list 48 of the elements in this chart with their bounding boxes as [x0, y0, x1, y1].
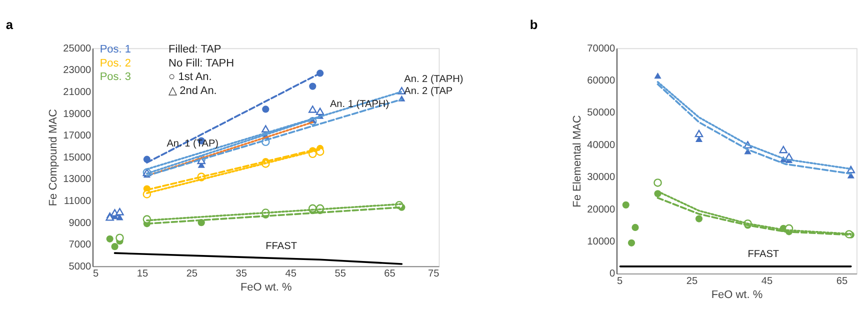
- x-tick-label: 45: [761, 276, 773, 288]
- x-axis-title: FeO wt. %: [711, 288, 763, 301]
- y-tick-label: 40000: [587, 140, 616, 151]
- x-tick-label: 25: [686, 276, 698, 288]
- annotation: Pos. 3: [100, 71, 131, 84]
- x-tick-label: 35: [236, 268, 248, 280]
- y-tick-label: 9000: [68, 218, 92, 229]
- x-tick-label: 65: [836, 276, 848, 288]
- annotation: An. 2 (TAP: [404, 86, 453, 98]
- y-tick-label: 21000: [63, 86, 92, 98]
- x-tick-label: 75: [428, 268, 440, 280]
- y-tick-label: 70000: [587, 43, 616, 54]
- x-tick-label: 65: [384, 268, 396, 280]
- x-tick-label: 25: [186, 268, 198, 280]
- annotation: Pos. 1: [100, 44, 131, 56]
- y-tick-label: 19000: [63, 108, 92, 120]
- y-tick-label: 7000: [68, 240, 92, 251]
- chart-title: b: [530, 16, 538, 32]
- x-tick-label: 5: [616, 276, 623, 288]
- y-tick-label: 50000: [587, 108, 616, 119]
- y-tick-label: 20000: [587, 204, 616, 216]
- x-tick-label: 45: [285, 268, 297, 280]
- x-tick-label: 5: [92, 268, 99, 280]
- y-axis-title: Fe Compound MAC: [48, 109, 60, 206]
- annotation: ○ 1st An.: [168, 71, 212, 84]
- y-tick-label: 10000: [587, 236, 616, 248]
- y-tick-label: 60000: [587, 76, 616, 87]
- y-tick-label: 25000: [63, 43, 92, 54]
- annotation: FFAST: [748, 248, 780, 260]
- y-tick-label: 13000: [63, 174, 92, 186]
- x-axis-title: FeO wt. %: [240, 281, 292, 294]
- annotation: Filled: TAP: [168, 44, 222, 56]
- annotation: FFAST: [266, 240, 297, 252]
- y-tick-label: 17000: [63, 130, 92, 142]
- y-tick-label: 11000: [64, 196, 92, 207]
- x-tick-label: 15: [136, 268, 148, 280]
- y-tick-label: 30000: [587, 172, 616, 184]
- annotation: No Fill: TAPH: [168, 57, 234, 70]
- chart-title: a: [6, 16, 14, 32]
- y-axis-title: Fe Elemental MAC: [572, 115, 584, 208]
- y-tick-label: 0: [610, 268, 616, 280]
- annotation: An. 2 (TAPH): [404, 74, 464, 86]
- annotation: △ 2nd An.: [168, 84, 217, 97]
- x-tick-label: 55: [334, 268, 346, 280]
- y-tick-label: 5000: [68, 261, 92, 272]
- y-tick-label: 23000: [63, 65, 92, 76]
- y-tick-label: 15000: [63, 152, 92, 164]
- annotation: Pos. 2: [100, 57, 131, 70]
